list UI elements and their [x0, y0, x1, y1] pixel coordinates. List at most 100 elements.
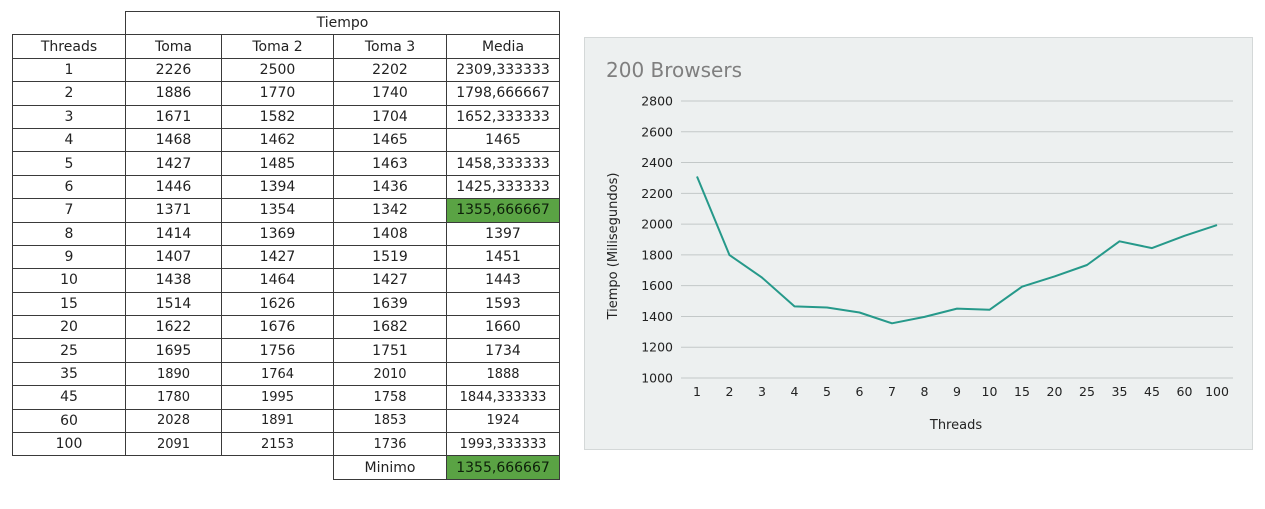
table-cell: 2028 [125, 408, 222, 434]
table-cell: 1780 [125, 385, 222, 410]
table-cell: 1462 [221, 127, 334, 153]
y-tick-label: 1800 [641, 247, 673, 262]
table-cell: 1465 [333, 127, 447, 153]
table-cell: 1371 [125, 198, 222, 223]
table-cell: 1593 [446, 291, 560, 317]
table-row: 9 1407 1427 1519 1451 [12, 244, 560, 270]
table-cell: 1853 [333, 408, 447, 434]
table-cell: 1414 [125, 221, 222, 246]
table-cell: 1425,333333 [446, 174, 560, 200]
line-chart: 200 Browsers 100012001400160018002000220… [606, 58, 1233, 433]
table-row: 35 1890 1764 2010 1888 [12, 361, 560, 387]
table-cell: 1798,666667 [446, 81, 560, 106]
table-cell: 1671 [125, 104, 222, 129]
table-cell: 1463 [333, 151, 447, 176]
table-cell: 1443 [446, 268, 560, 293]
table-cell: 1682 [333, 315, 447, 340]
minimum-value: 1355,666667 [446, 455, 560, 480]
table-group-header-row: Tiempo [13, 10, 560, 36]
y-tick-label: 2400 [641, 155, 673, 170]
table-cell: 1582 [221, 104, 334, 129]
table-cell: 2091 [125, 432, 222, 457]
table-header-row: Threads Toma Toma 2 Toma 3 Media [12, 34, 560, 59]
table-row: 100 2091 2153 1736 1993,333333 [12, 432, 560, 457]
table-row: 3 1671 1582 1704 1652,333333 [12, 104, 560, 129]
table-cell: 1 [12, 57, 126, 83]
table-cell: 2202 [333, 57, 447, 83]
table-row: 2 1886 1770 1740 1798,666667 [12, 81, 560, 106]
table-row: 1 2226 2500 2202 2309,333333 [12, 57, 560, 83]
series-line [696, 176, 1218, 325]
table-cell: 1995 [221, 385, 334, 410]
x-tick-label: 1 [693, 384, 701, 399]
table-cell: 1626 [221, 291, 334, 317]
table-cell: 2309,333333 [446, 57, 560, 83]
table-cell: 1704 [333, 104, 447, 129]
table-cell: 1756 [221, 338, 334, 363]
x-tick-label: 45 [1144, 384, 1160, 399]
results-table: Tiempo Threads Toma Toma 2 Toma 3 Media 1 2226 2… [12, 10, 560, 480]
table-cell: 1394 [221, 174, 334, 200]
table-cell: 1751 [333, 338, 447, 363]
y-tick-label: 1600 [641, 278, 673, 293]
y-axis-label: Tiempo (Milisegundos) [606, 173, 621, 321]
table-cell: 1438 [125, 268, 222, 293]
tiempo-group-header: Tiempo [125, 10, 560, 36]
table-cell: 1407 [125, 244, 222, 270]
x-tick-label: 3 [758, 384, 766, 399]
x-axis-label: Threads [929, 418, 982, 433]
table-row: 10 1438 1464 1427 1443 [12, 268, 560, 293]
x-tick-label: 6 [856, 384, 864, 399]
x-tick-label: 9 [953, 384, 961, 399]
table-cell: 1924 [446, 408, 560, 434]
x-tick-label: 20 [1047, 384, 1063, 399]
table-cell: 1519 [333, 244, 447, 270]
table-cell: 2500 [221, 57, 334, 83]
table-cell: 1770 [221, 81, 334, 106]
table-cell: 1465 [446, 127, 560, 153]
table-cell: 1736 [333, 432, 447, 457]
table-cell: 1734 [446, 338, 560, 363]
table-cell: 60 [12, 408, 126, 434]
table-cell: 25 [12, 338, 126, 363]
table-cell: 1446 [125, 174, 222, 200]
table-cell: 1468 [125, 127, 222, 153]
table-cell: 1485 [221, 151, 334, 176]
x-tick-label: 10 [982, 384, 998, 399]
table-cell: 1993,333333 [446, 432, 560, 457]
table-cell: 1427 [125, 151, 222, 176]
table-cell: 1764 [221, 361, 334, 387]
table-cell: 10 [12, 268, 126, 293]
table-cell: 1888 [446, 361, 560, 387]
table-row: 6 1446 1394 1436 1425,333333 [12, 174, 560, 200]
table-cell: 1660 [446, 315, 560, 340]
table-row: 60 2028 1891 1853 1924 [12, 408, 560, 434]
table-cell: 1355,666667 [446, 198, 560, 223]
table-blank-cell [126, 456, 222, 479]
table-cell: 8 [12, 221, 126, 246]
column-header: Media [446, 34, 560, 59]
table-blank-cell [222, 456, 334, 479]
y-tick-label: 1000 [641, 371, 673, 386]
chart-title: 200 Browsers [606, 58, 742, 82]
table-row: 45 1780 1995 1758 1844,333333 [12, 385, 560, 410]
y-tick-label: 2000 [641, 217, 673, 232]
y-tick-label: 2600 [641, 124, 673, 139]
table-cell: 1427 [333, 268, 447, 293]
table-row: 4 1468 1462 1465 1465 [12, 127, 560, 153]
table-row: 5 1427 1485 1463 1458,333333 [12, 151, 560, 176]
table-cell: 7 [12, 198, 126, 223]
y-tick-label: 2800 [641, 94, 673, 109]
y-tick-label: 1400 [641, 309, 673, 324]
table-cell: 9 [12, 244, 126, 270]
table-row: 8 1414 1369 1408 1397 [12, 221, 560, 246]
x-tick-label: 8 [921, 384, 929, 399]
column-header: Toma 3 [333, 34, 447, 59]
table-cell: 6 [12, 174, 126, 200]
table-cell: 1639 [333, 291, 447, 317]
table-cell: 1464 [221, 268, 334, 293]
table-cell: 1342 [333, 198, 447, 223]
x-tick-label: 15 [1014, 384, 1030, 399]
x-tick-label: 2 [726, 384, 734, 399]
x-tick-label: 35 [1112, 384, 1128, 399]
